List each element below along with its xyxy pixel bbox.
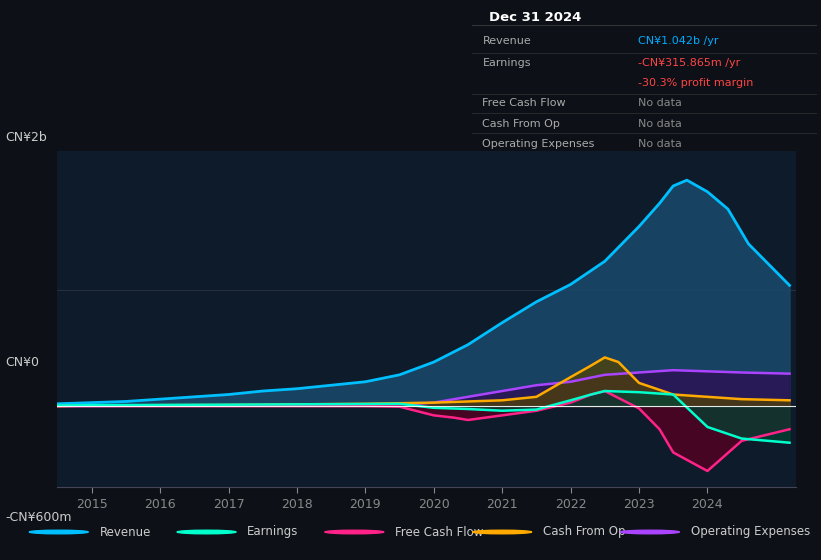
Text: Dec 31 2024: Dec 31 2024 bbox=[489, 11, 582, 24]
Text: Operating Expenses: Operating Expenses bbox=[690, 525, 810, 539]
Text: CN¥2b: CN¥2b bbox=[6, 132, 48, 144]
Circle shape bbox=[473, 530, 532, 534]
Text: Earnings: Earnings bbox=[247, 525, 299, 539]
Text: Operating Expenses: Operating Expenses bbox=[483, 139, 594, 150]
Text: Free Cash Flow: Free Cash Flow bbox=[483, 99, 566, 109]
Text: CN¥0: CN¥0 bbox=[6, 356, 39, 370]
Text: Revenue: Revenue bbox=[483, 36, 531, 46]
Circle shape bbox=[621, 530, 680, 534]
Text: No data: No data bbox=[638, 119, 681, 129]
Text: No data: No data bbox=[638, 99, 681, 109]
Circle shape bbox=[177, 530, 236, 534]
Text: CN¥1.042b /yr: CN¥1.042b /yr bbox=[638, 36, 718, 46]
Text: Revenue: Revenue bbox=[99, 525, 151, 539]
Text: Cash From Op: Cash From Op bbox=[543, 525, 626, 539]
Text: -CN¥315.865m /yr: -CN¥315.865m /yr bbox=[638, 58, 740, 68]
Text: No data: No data bbox=[638, 139, 681, 150]
Text: Free Cash Flow: Free Cash Flow bbox=[395, 525, 484, 539]
Text: -CN¥600m: -CN¥600m bbox=[6, 511, 72, 524]
Text: -30.3% profit margin: -30.3% profit margin bbox=[638, 78, 753, 88]
Text: Cash From Op: Cash From Op bbox=[483, 119, 560, 129]
Circle shape bbox=[325, 530, 384, 534]
Text: Earnings: Earnings bbox=[483, 58, 531, 68]
Circle shape bbox=[30, 530, 89, 534]
